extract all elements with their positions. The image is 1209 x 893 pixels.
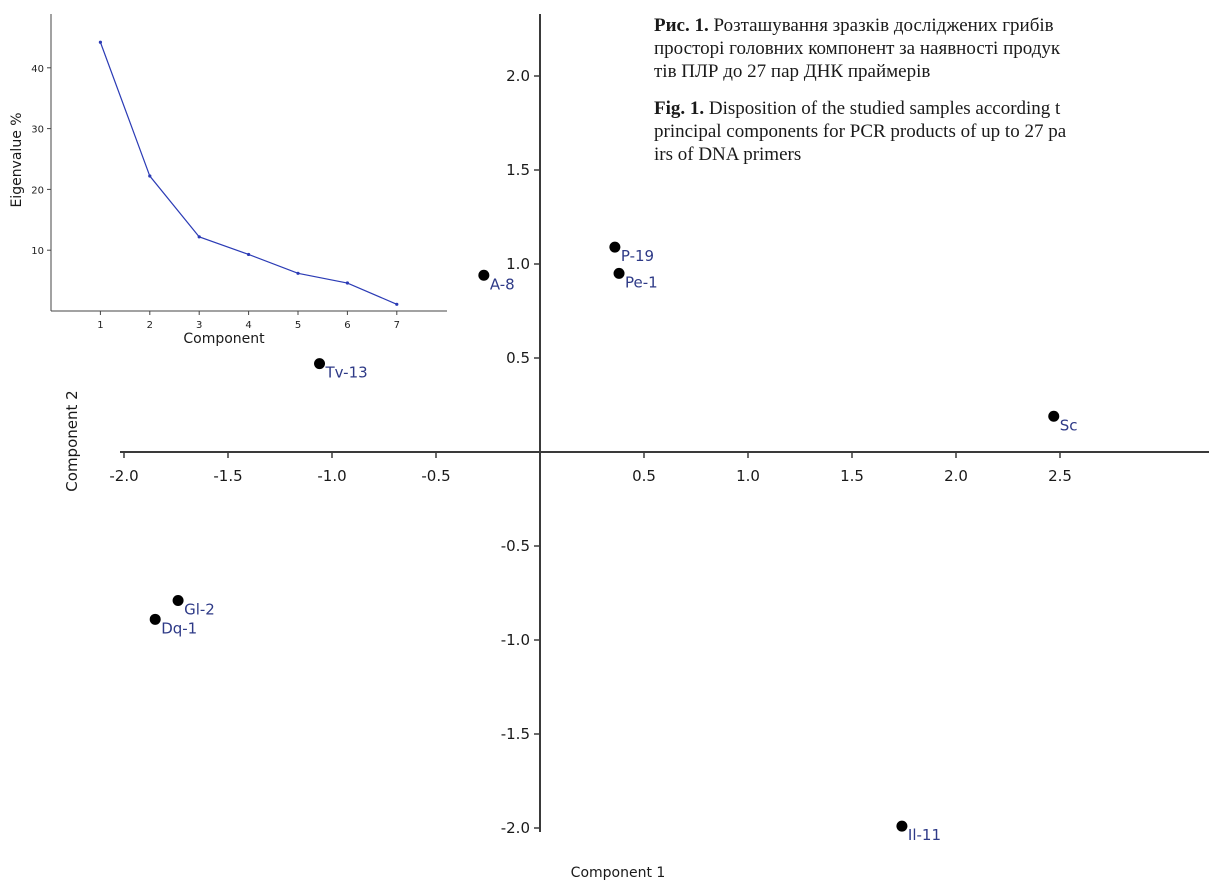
- data-point-label: Tv-13: [325, 364, 368, 382]
- data-point-label: P-19: [621, 247, 654, 265]
- caption-ua-line-3: тів ПЛР до 27 пар ДНК праймерів: [654, 61, 931, 82]
- scree-x-tick-label: 2: [147, 320, 153, 331]
- scree-y-tick-label: 30: [31, 125, 44, 136]
- y-tick-label: 1.0: [506, 255, 530, 273]
- y-tick-label: 1.5: [506, 161, 530, 179]
- scree-x-tick-label: 6: [344, 320, 350, 331]
- data-point-label: Dq-1: [161, 619, 197, 637]
- scree-x-tick-label: 3: [196, 320, 202, 331]
- caption-en-line-1: Fig. 1. Disposition of the studied sampl…: [654, 97, 1209, 120]
- scree-y-tick-label: 40: [31, 64, 44, 75]
- scree-x-tick-label: 4: [245, 320, 251, 331]
- caption-ua-label: Рис. 1.: [654, 15, 709, 36]
- x-tick-label: -0.5: [421, 467, 450, 485]
- caption-ua-line-1: Рис. 1. Розташування зразків досліджених…: [654, 14, 1209, 37]
- x-tick-label: -1.0: [317, 467, 346, 485]
- scree-x-tick-label: 7: [394, 320, 400, 331]
- data-point-label: Il-11: [908, 826, 941, 844]
- scree-x-axis-title: Component: [183, 331, 265, 347]
- data-point: [609, 241, 621, 253]
- scree-y-tick-label: 20: [31, 185, 44, 196]
- caption-en-text-1: Disposition of the studied samples accor…: [708, 98, 1061, 119]
- x-tick-label: 2.0: [944, 467, 968, 485]
- scree-y-axis-title: Eigenvalue %: [9, 112, 25, 207]
- data-point: [896, 820, 908, 832]
- caption-ukrainian: Рис. 1. Розташування зразків досліджених…: [654, 14, 1209, 83]
- scree-data-point: [345, 281, 349, 285]
- figure-caption: Рис. 1. Розташування зразків досліджених…: [654, 14, 1209, 180]
- scree-y-tick-label: 10: [31, 246, 44, 257]
- data-point: [149, 613, 161, 625]
- scree-data-point: [98, 40, 102, 44]
- scree-plot: 1 2 3 4 5 6 7 10 20 30 40 Component Eigenvalue %: [9, 14, 447, 347]
- data-point-label: A-8: [490, 275, 515, 293]
- scree-x-tick-label: 5: [295, 320, 301, 331]
- scree-data-point: [395, 302, 399, 306]
- y-tick-label: -1.5: [501, 725, 530, 743]
- x-tick-label: -2.0: [109, 467, 138, 485]
- x-tick-label: -1.5: [213, 467, 242, 485]
- data-point: [314, 358, 326, 370]
- data-point: [613, 267, 625, 279]
- x-tick-label: 1.0: [736, 467, 760, 485]
- data-point: [172, 595, 184, 607]
- scree-data-point: [247, 252, 251, 257]
- caption-en-line-2: principal components for PCR products of…: [654, 121, 1067, 142]
- caption-ua-text-1: Розташування зразків досліджених грибів: [713, 15, 1054, 36]
- y-tick-label: 2.0: [506, 67, 530, 85]
- data-point-label: Pe-1: [625, 273, 658, 291]
- y-tick-label: -1.0: [501, 631, 530, 649]
- scree-data-point: [148, 174, 152, 178]
- scree-series-line: [99, 42, 398, 305]
- scree-x-tick-label: 1: [97, 320, 103, 331]
- caption-ua-line-2: просторі головних компонент за наявності…: [654, 38, 1061, 59]
- scree-data-point: [197, 235, 201, 239]
- data-point-label: Gl-2: [184, 601, 215, 619]
- scree-data-point: [296, 271, 300, 275]
- y-tick-label: -2.0: [501, 819, 530, 837]
- y-tick-label: -0.5: [501, 537, 530, 555]
- data-point: [478, 269, 490, 281]
- x-tick-label: 1.5: [840, 467, 864, 485]
- x-tick-label: 0.5: [632, 467, 656, 485]
- data-point: [1048, 410, 1060, 422]
- x-axis-title: Component 1: [571, 865, 666, 881]
- caption-en-label: Fig. 1.: [654, 98, 705, 119]
- caption-en-line-3: irs of DNA primers: [654, 144, 802, 165]
- pca-scatter-chart: -2.0 -1.5 -1.0 -0.5 0.5 1.0 1.5 2.0 2.5 2.0 1.5 1.0…: [63, 14, 1209, 881]
- y-axis-title: Component 2: [63, 390, 81, 491]
- y-tick-label: 0.5: [506, 349, 530, 367]
- data-point-label: Sc: [1060, 416, 1078, 434]
- x-tick-label: 2.5: [1048, 467, 1072, 485]
- caption-english: Fig. 1. Disposition of the studied sampl…: [654, 97, 1209, 166]
